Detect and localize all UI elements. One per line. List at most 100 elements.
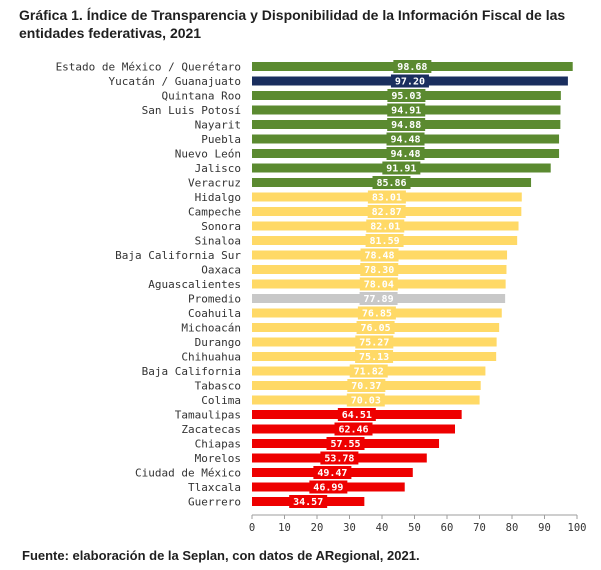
value-label-chiapas: 57.55 [330, 439, 360, 450]
value-label-aguascalientes: 78.04 [364, 280, 394, 291]
category-label-san-luis-potosi: San Luis Potosí [142, 104, 241, 117]
chart-title: Gráfica 1. Índice de Transparencia y Dis… [19, 7, 566, 41]
value-label-box-puebla [386, 132, 425, 146]
value-label-san-luis-potosi: 94.91 [391, 106, 421, 117]
category-label-guerrero: Guerrero [188, 496, 241, 509]
bar-chart: 0 10 20 30 40 50 60 70 80 90 100 Estado de México … [56, 60, 587, 534]
value-label-guerrero: 34.57 [293, 497, 323, 508]
value-label-sinaloa: 81.59 [370, 236, 400, 247]
value-label-box-coahuila [357, 306, 396, 320]
value-label-box-chihuahua [355, 350, 394, 363]
value-label-box-tamaulipas [337, 408, 376, 421]
value-label-box-jalisco [382, 161, 421, 175]
category-label-veracruz: Veracruz [188, 177, 241, 190]
category-label-ciudad-de-mexico: Ciudad de México [135, 467, 241, 480]
category-label-colima: Colima [201, 394, 241, 407]
category-label-sonora: Sonora [201, 220, 241, 233]
x-tick-label-0: 0 [249, 522, 255, 534]
category-label-estado-de-mexico-queretaro: Estado de México / Querétaro [56, 61, 241, 74]
value-label-box-ciudad-de-mexico [313, 466, 352, 479]
category-label-chihuahua: Chihuahua [181, 351, 241, 364]
value-label-box-oaxaca [360, 263, 399, 276]
x-tick-label-100: 100 [568, 522, 587, 534]
value-label-zacatecas: 62.46 [338, 425, 368, 436]
value-label-box-colima [346, 393, 385, 407]
value-label-box-sonora [366, 219, 405, 233]
value-label-tamaulipas: 64.51 [342, 410, 372, 421]
category-label-chiapas: Chiapas [195, 438, 241, 451]
value-label-box-yucatan-guanajuato [390, 74, 429, 88]
value-label-durango: 75.27 [359, 338, 389, 349]
category-label-nuevo-leon: Nuevo León [175, 148, 241, 161]
category-label-campeche: Campeche [188, 206, 241, 219]
value-label-box-baja-california [349, 364, 388, 378]
value-label-yucatan-guanajuato: 97.20 [395, 77, 425, 88]
value-label-box-nuevo-leon [386, 147, 425, 160]
category-label-nayarit: Nayarit [195, 119, 241, 132]
category-label-tlaxcala: Tlaxcala [188, 481, 241, 494]
value-label-campeche: 82.87 [372, 207, 402, 218]
source-note: Fuente: elaboración de la Seplan, con da… [22, 548, 420, 563]
x-tick-label-10: 10 [278, 522, 291, 534]
x-tick-label-90: 90 [538, 522, 551, 534]
category-label-quintana-roo: Quintana Roo [162, 90, 241, 103]
value-label-box-chiapas [326, 437, 365, 450]
value-label-box-durango [355, 335, 394, 349]
value-label-box-baja-california-sur [360, 248, 399, 262]
value-label-box-campeche [367, 205, 406, 218]
value-label-colima: 70.03 [351, 396, 381, 407]
category-label-promedio: Promedio [188, 293, 241, 306]
value-label-estado-de-mexico-queretaro: 98.68 [397, 62, 427, 73]
category-label-baja-california: Baja California [142, 365, 241, 378]
value-label-baja-california-sur: 78.48 [364, 251, 394, 262]
value-label-jalisco: 91.91 [386, 164, 416, 175]
value-label-box-hidalgo [367, 190, 406, 204]
value-label-box-aguascalientes [359, 277, 398, 291]
value-label-box-san-luis-potosi [387, 103, 426, 117]
x-tick-label-40: 40 [376, 522, 389, 534]
value-label-sonora: 82.01 [370, 222, 400, 233]
category-label-michoacan: Michoacán [181, 322, 241, 335]
value-label-puebla: 94.48 [390, 135, 420, 146]
value-label-box-michoacan [356, 321, 395, 334]
category-label-oaxaca: Oaxaca [201, 264, 241, 277]
value-label-veracruz: 85.86 [376, 178, 406, 189]
value-label-box-quintana-roo [387, 89, 426, 102]
value-label-morelos: 53.78 [324, 454, 354, 465]
category-label-zacatecas: Zacatecas [181, 423, 241, 436]
value-label-coahuila: 76.85 [362, 309, 392, 320]
value-label-box-promedio [359, 292, 398, 305]
x-tick-label-50: 50 [408, 522, 421, 534]
value-label-michoacan: 76.05 [361, 323, 391, 334]
value-label-chihuahua: 75.13 [359, 352, 389, 363]
value-label-hidalgo: 83.01 [372, 193, 402, 204]
value-label-box-sinaloa [365, 234, 404, 247]
category-label-aguascalientes: Aguascalientes [148, 278, 241, 291]
category-label-hidalgo: Hidalgo [195, 191, 241, 204]
category-label-morelos: Morelos [195, 452, 241, 465]
value-label-box-zacatecas [334, 422, 373, 436]
value-label-box-estado-de-mexico-queretaro [393, 60, 432, 73]
value-label-baja-california: 71.82 [354, 367, 384, 378]
value-label-tlaxcala: 46.99 [313, 483, 343, 494]
x-axis: 0 10 20 30 40 50 60 70 80 90 100 [249, 514, 587, 534]
category-label-coahuila: Coahuila [188, 307, 241, 320]
x-tick-label-80: 80 [506, 522, 519, 534]
value-label-nayarit: 94.88 [391, 120, 421, 131]
x-tick-label-20: 20 [311, 522, 324, 534]
x-tick-label-30: 30 [343, 522, 356, 534]
value-label-box-morelos [320, 451, 359, 465]
category-labels: Estado de México / Querétaro 98.68 Yucatán… [56, 60, 432, 509]
category-label-baja-california-sur: Baja California Sur [115, 249, 241, 262]
value-label-box-guerrero [289, 495, 328, 508]
value-label-box-nayarit [387, 118, 426, 131]
value-label-box-tlaxcala [309, 480, 348, 494]
x-tick-label-70: 70 [473, 522, 486, 534]
value-label-box-veracruz [372, 176, 411, 189]
value-label-tabasco: 70.37 [351, 381, 381, 392]
category-label-durango: Durango [195, 336, 241, 349]
value-label-box-tabasco [347, 379, 386, 392]
category-label-sinaloa: Sinaloa [195, 235, 241, 248]
value-label-ciudad-de-mexico: 49.47 [317, 468, 347, 479]
x-tick-label-60: 60 [441, 522, 454, 534]
